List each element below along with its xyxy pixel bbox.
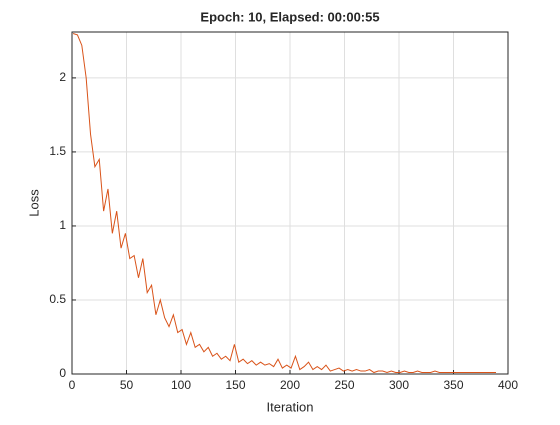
x-tick-label: 250	[334, 378, 354, 392]
axes-box	[71, 31, 509, 375]
y-tick-label: 2	[59, 70, 66, 84]
x-tick-label: 0	[69, 378, 76, 392]
chart-title: Epoch: 10, Elapsed: 00:00:55	[200, 9, 379, 24]
x-tick-label: 100	[171, 378, 191, 392]
x-tick-label: 350	[443, 378, 463, 392]
x-axis-label: Iteration	[267, 399, 314, 414]
x-tick-label: 150	[225, 378, 245, 392]
y-tick-label: 1	[59, 218, 66, 232]
y-tick-label: 1.5	[49, 144, 66, 158]
y-tick-label: 0	[59, 366, 66, 380]
x-tick-label: 300	[389, 378, 409, 392]
x-tick-label: 50	[120, 378, 134, 392]
loss-line	[72, 33, 497, 374]
y-tick-label: 0.5	[49, 292, 66, 306]
x-tick-label: 400	[498, 378, 518, 392]
y-axis-label: Loss	[26, 189, 41, 217]
x-tick-label: 200	[280, 378, 300, 392]
